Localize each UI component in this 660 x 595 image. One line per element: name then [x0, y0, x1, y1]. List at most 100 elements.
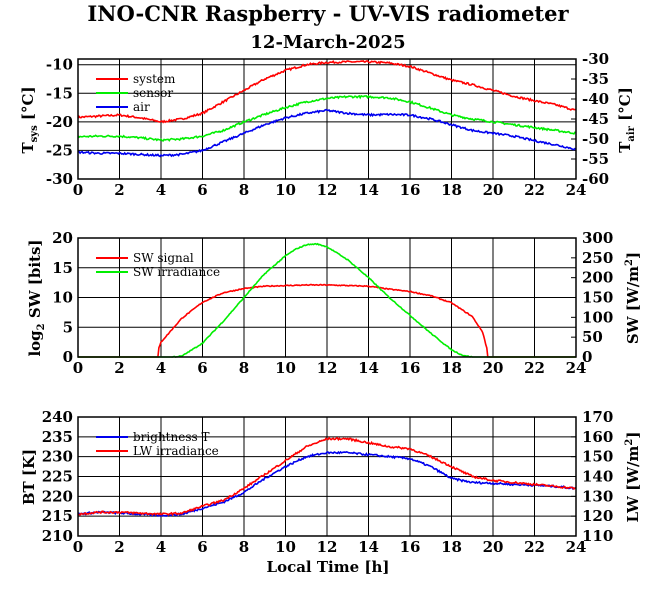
panel-longwave: 0 2 4 6 8 10 12 14 16 18 20 22 242102152202252302352…: [20, 408, 642, 576]
x-tick-label: 22: [524, 538, 545, 556]
x-tick-label: 12: [317, 359, 338, 377]
x-tick-label: 10: [275, 538, 296, 556]
x-tick-label: 14: [358, 538, 379, 556]
x-tick-label: 10: [275, 359, 296, 377]
y-tick-label-left: 20: [52, 229, 73, 247]
series-line-air: [77, 108, 577, 158]
panel-shortwave: 0 2 4 6 8 10 12 14 16 18 20 22 240510152005010015020…: [26, 229, 642, 377]
x-axis-label: Local Time [h]: [267, 558, 390, 576]
y-tick-label-left: 5: [63, 318, 73, 336]
panel-temperature-ticks: 0 2 4 6 8 10 12 14 16 18 20 22 24-30-25-20-15-10-60-…: [46, 50, 609, 199]
chart-subtitle: 12-March-2025: [250, 32, 405, 53]
x-tick-label: 22: [524, 359, 545, 377]
y-tick-label-right: 200: [582, 269, 613, 287]
x-tick-label: 2: [114, 359, 124, 377]
y-tick-label-right: 120: [582, 507, 613, 525]
y-tick-label-right: 140: [582, 468, 613, 486]
legend-label: SW irradiance: [133, 265, 220, 279]
panel-longwave-legend: brightness TLW irradiance: [96, 430, 219, 458]
y-tick-label-left: 235: [42, 428, 73, 446]
y-tick-label-left: 220: [42, 487, 73, 505]
y-tick-label-right: 150: [582, 448, 613, 466]
x-tick-label: 0: [73, 181, 83, 199]
x-tick-label: 2: [114, 181, 124, 199]
x-tick-label: 20: [483, 181, 504, 199]
x-tick-label: 14: [358, 359, 379, 377]
y-tick-label-right: 300: [582, 229, 613, 247]
legend-label: LW irradiance: [133, 444, 219, 458]
x-tick-label: 16: [400, 181, 421, 199]
y-tick-label-right: -45: [582, 110, 609, 128]
panel-shortwave-ylabel-right: SW [W/m2]: [624, 252, 642, 344]
y-tick-label-left: 230: [42, 448, 73, 466]
panel-longwave-ylabel-left: BT [K]: [20, 449, 38, 505]
x-tick-label: 6: [197, 538, 207, 556]
y-tick-label-right: 150: [582, 289, 613, 307]
panel-temperature-ylabel-left: Tsys [°C]: [19, 86, 40, 153]
x-tick-label: 4: [156, 359, 166, 377]
x-tick-label: 18: [441, 538, 462, 556]
panel-longwave-ylabel-right: LW [W/m2]: [624, 432, 642, 523]
y-tick-label-right: -55: [582, 150, 609, 168]
y-tick-label-left: -30: [46, 170, 73, 188]
x-tick-label: 0: [73, 359, 83, 377]
y-tick-label-left: 10: [52, 289, 73, 307]
series-line-sensor: [77, 94, 577, 142]
y-tick-label-left: -25: [46, 141, 73, 159]
panel-longwave-ticks: 0 2 4 6 8 10 12 14 16 18 20 22 242102152202252302352…: [42, 408, 614, 556]
legend-label: system: [133, 72, 176, 86]
legend-label: air: [133, 100, 150, 114]
x-tick-label: 12: [317, 538, 338, 556]
y-tick-label-right: 130: [582, 487, 613, 505]
x-tick-label: 18: [441, 181, 462, 199]
y-tick-label-right: 110: [582, 527, 613, 545]
x-tick-label: 2: [114, 538, 124, 556]
series-line-system: [77, 59, 577, 124]
x-tick-label: 6: [197, 181, 207, 199]
x-tick-label: 14: [358, 181, 379, 199]
x-tick-label: 12: [317, 181, 338, 199]
x-tick-label: 16: [400, 538, 421, 556]
x-tick-label: 0: [73, 538, 83, 556]
panel-longwave-series: [77, 436, 577, 518]
panel-shortwave-ylabel-left: log2 SW [bits]: [26, 239, 47, 356]
y-tick-label-left: 0: [63, 348, 73, 366]
y-tick-label-left: 15: [52, 259, 73, 277]
y-tick-label-left: 240: [42, 408, 73, 426]
x-tick-label: 4: [156, 538, 166, 556]
x-tick-label: 18: [441, 359, 462, 377]
y-tick-label-left: -10: [46, 56, 73, 74]
panel-temperature: 0 2 4 6 8 10 12 14 16 18 20 22 24-30-25-20-15-10-60-…: [19, 50, 637, 199]
x-tick-label: 6: [197, 359, 207, 377]
y-tick-label-right: -50: [582, 130, 609, 148]
legend-label: brightness T: [133, 430, 209, 444]
y-tick-label-right: -30: [582, 50, 609, 68]
y-tick-label-right: 50: [582, 328, 603, 346]
y-tick-label-right: -60: [582, 170, 609, 188]
series-line-brightness-t: [77, 450, 577, 518]
y-tick-label-left: -15: [46, 84, 73, 102]
panel-shortwave-ticks: 0 2 4 6 8 10 12 14 16 18 20 22 240510152005010015020…: [52, 229, 613, 377]
panel-shortwave-grid: [77, 237, 577, 358]
x-tick-label: 20: [483, 538, 504, 556]
x-tick-label: 16: [400, 359, 421, 377]
y-tick-label-left: 210: [42, 527, 73, 545]
y-tick-label-right: 170: [582, 408, 613, 426]
y-tick-label-left: 215: [42, 507, 73, 525]
panel-temperature-ylabel-right: Tair [°C]: [616, 87, 637, 153]
chart-title: INO-CNR Raspberry - UV-VIS radiometer: [87, 1, 569, 26]
y-tick-label-left: -20: [46, 113, 73, 131]
legend-label: SW signal: [133, 251, 194, 265]
x-tick-label: 4: [156, 181, 166, 199]
y-tick-label-right: -40: [582, 90, 609, 108]
y-tick-label-right: 100: [582, 308, 613, 326]
y-tick-label-left: 225: [42, 468, 73, 486]
y-tick-label-right: 0: [582, 348, 592, 366]
y-tick-label-right: 160: [582, 428, 613, 446]
panel-temperature-series: [77, 59, 577, 158]
x-tick-label: 24: [566, 181, 587, 199]
x-tick-label: 22: [524, 181, 545, 199]
